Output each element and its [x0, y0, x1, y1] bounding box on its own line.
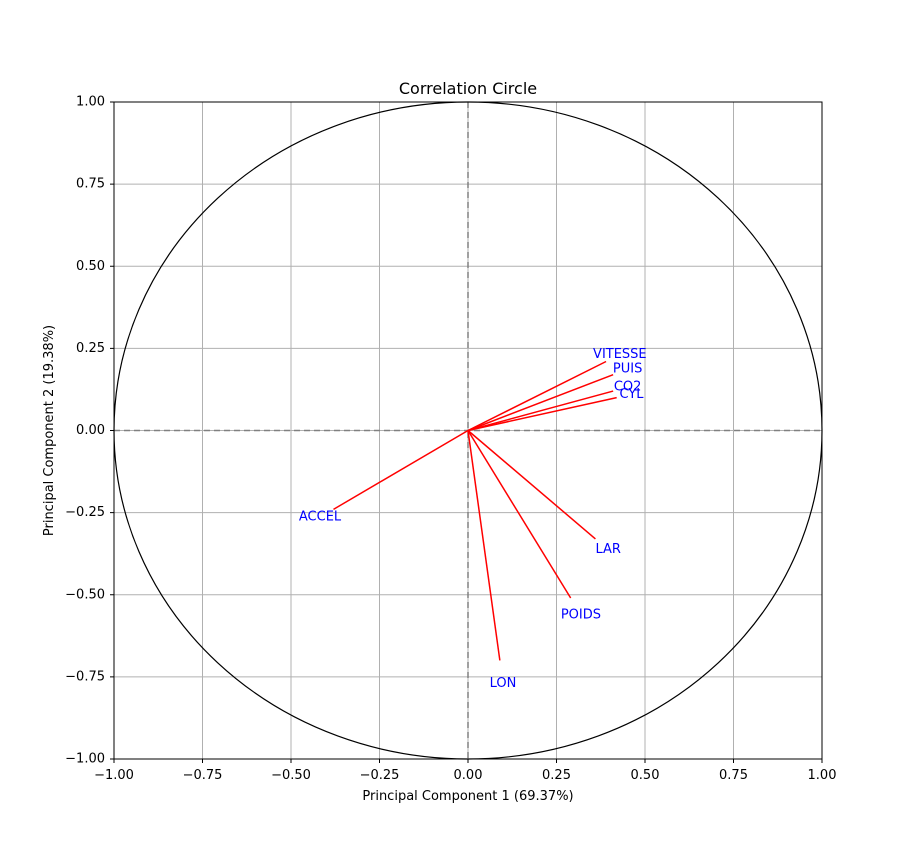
y-axis-label: Principal Component 2 (19.38%) — [42, 325, 57, 536]
y-tick-label: −0.25 — [65, 505, 105, 520]
variable-arrows — [333, 360, 617, 661]
axis-ticks: −1.00 −0.75 −0.50 −0.25 0.00 0.25 0.50 0.75 1.00… — [65, 95, 836, 784]
chart-title: Correlation Circle — [399, 79, 537, 98]
arrow-poids — [467, 430, 572, 599]
x-tick-label: 0.00 — [454, 768, 483, 783]
x-tick-label: −1.00 — [94, 768, 134, 783]
label-cyl: CYL — [620, 387, 645, 402]
y-tick-label: 0.25 — [76, 341, 105, 356]
label-co2: CO2 — [614, 380, 642, 395]
x-axis-label: Principal Component 1 (69.37%) — [362, 789, 573, 804]
y-tick-label: −0.50 — [65, 587, 105, 602]
label-lon: LON — [490, 676, 517, 691]
y-tick-label: 0.75 — [76, 177, 105, 192]
arrow-co2 — [467, 390, 614, 432]
y-tick-label: 0.00 — [76, 423, 105, 438]
y-tick-label: −0.75 — [65, 669, 105, 684]
y-tick-label: 1.00 — [76, 95, 105, 110]
x-tick-label: 0.50 — [631, 768, 660, 783]
x-tick-label: −0.25 — [360, 768, 400, 783]
variable-labels: CYL PUIS LON LAR POIDS VITESSE ACCEL CO2 — [299, 347, 647, 691]
arrow-cyl — [467, 396, 617, 432]
label-poids: POIDS — [561, 607, 601, 622]
x-tick-label: 1.00 — [808, 768, 837, 783]
x-tick-label: −0.75 — [183, 768, 223, 783]
label-lar: LAR — [595, 542, 620, 557]
label-puis: PUIS — [613, 362, 642, 377]
x-tick-label: 0.75 — [719, 768, 748, 783]
label-vitesse: VITESSE — [593, 347, 647, 362]
arrow-accel — [333, 429, 469, 510]
y-tick-label: −1.00 — [65, 752, 105, 767]
x-tick-label: −0.50 — [271, 768, 311, 783]
arrow-lon — [467, 430, 501, 661]
y-tick-label: 0.50 — [76, 259, 105, 274]
x-tick-label: 0.25 — [542, 768, 571, 783]
arrow-puis — [467, 373, 614, 432]
label-accel: ACCEL — [299, 510, 342, 525]
arrow-lar — [467, 429, 596, 540]
arrow-vitesse — [467, 360, 607, 432]
